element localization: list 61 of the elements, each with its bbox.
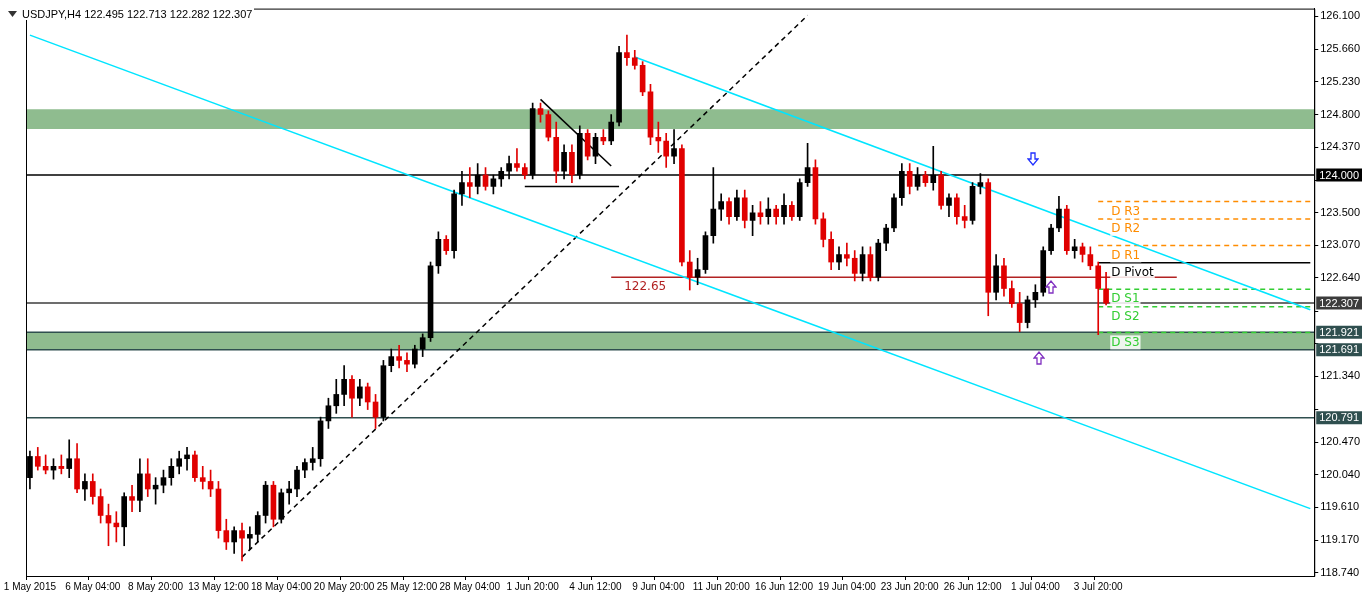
candlestick	[239, 522, 245, 562]
ref-line-label: 121.921	[1319, 325, 1359, 338]
candlestick	[247, 526, 253, 550]
candlestick	[129, 484, 135, 513]
candlestick	[184, 447, 190, 471]
candlestick	[199, 465, 206, 490]
ref-line-label: 121.691	[1319, 343, 1359, 356]
x-tick-label: 23 Jun 20:00	[880, 580, 940, 592]
y-tick-label: 126.100	[1320, 9, 1360, 22]
x-tick-label: 13 May 12:00	[188, 580, 250, 592]
candlestick	[624, 34, 630, 66]
candlestick	[466, 167, 473, 199]
series-label: D R2	[1111, 221, 1141, 236]
candlestick	[309, 447, 316, 471]
ref-line-label: 120.791	[1319, 411, 1359, 424]
candlestick	[396, 344, 402, 369]
x-tick-label: 16 Jun 12:00	[755, 580, 814, 592]
x-tick-label: 18 May 04:00	[250, 580, 313, 592]
y-tick-label: 122.640	[1320, 270, 1360, 283]
x-tick-label: 26 Jun 12:00	[943, 580, 1002, 592]
x-tick-label: 9 Jun 04:00	[632, 580, 685, 592]
candlestick	[671, 129, 677, 165]
x-tick-label: 25 May 12:00	[376, 580, 438, 592]
ref-line-label: 124.000	[1319, 168, 1359, 181]
x-tick-label: 19 Jun 04:00	[817, 580, 877, 592]
y-tick-label: 124.800	[1320, 107, 1360, 120]
candlestick	[844, 242, 850, 267]
y-tick-label: 123.070	[1320, 238, 1360, 251]
y-tick-label: 125.660	[1320, 42, 1360, 55]
y-tick-label: 118.740	[1320, 566, 1360, 579]
x-tick-label: 1 Jun 20:00	[506, 580, 560, 592]
x-tick-label: 3 Jul 20:00	[1073, 580, 1124, 592]
x-tick-label: 20 May 20:00	[313, 580, 375, 592]
candlestick	[286, 481, 292, 505]
series-label: D S1	[1111, 291, 1140, 306]
y-tick-label: 120.040	[1320, 467, 1360, 480]
candlestick	[961, 204, 968, 229]
candlestick	[514, 148, 520, 172]
x-tick-label: 4 Jun 12:00	[569, 580, 623, 592]
y-tick-label: 121.340	[1320, 369, 1360, 382]
ref-line-label: 122.307	[1319, 296, 1359, 309]
candlestick	[404, 352, 410, 373]
x-tick-label: 1 Jul 04:00	[1010, 580, 1061, 592]
series-label: D S3	[1111, 334, 1140, 349]
y-tick-label: 119.610	[1320, 500, 1360, 513]
x-tick-label: 6 May 04:00	[65, 580, 121, 592]
y-tick-label: 120.470	[1320, 435, 1360, 448]
y-tick-label: 123.500	[1320, 205, 1360, 218]
series-label: D R3	[1111, 203, 1141, 218]
series-label: 122.65	[624, 279, 667, 294]
series-label: D Pivot	[1111, 264, 1155, 279]
y-tick-label: 124.370	[1320, 140, 1360, 153]
x-tick-label: 28 May 04:00	[439, 580, 501, 592]
series-label: D S2	[1111, 308, 1140, 323]
chart-title: USDJPY,H4 122.495 122.713 122.282 122.307	[22, 8, 253, 20]
y-tick-label: 119.170	[1320, 533, 1360, 546]
y-tick-label: 125.230	[1320, 75, 1360, 88]
x-tick-label: 11 Jun 20:00	[692, 580, 751, 592]
x-tick-label: 8 May 20:00	[128, 580, 184, 592]
x-tick-label: 1 May 2015	[3, 580, 57, 592]
series-label: D R1	[1111, 247, 1141, 262]
